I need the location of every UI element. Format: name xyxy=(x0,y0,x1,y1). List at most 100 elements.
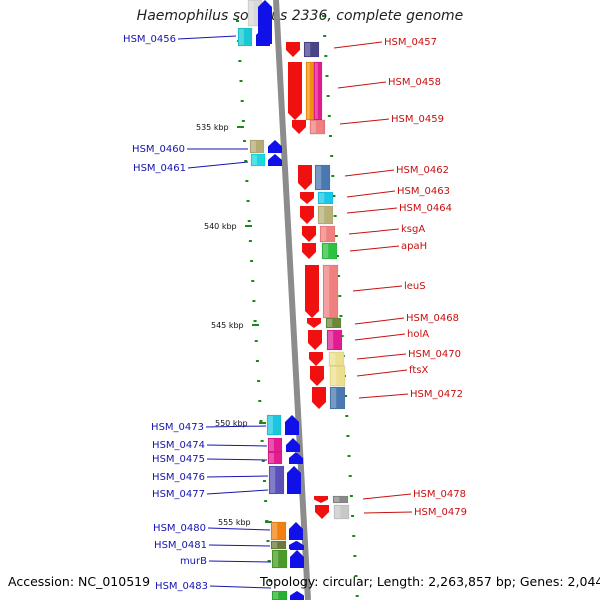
right-gene-label-leader xyxy=(346,190,396,198)
left-gene-label-leader xyxy=(187,161,249,169)
left-gene-label: HSM_0481 xyxy=(154,540,207,551)
left-ruler-tick xyxy=(250,260,254,262)
left-gene-label: HSM_0460 xyxy=(132,144,185,155)
right-gene-label-leader xyxy=(354,317,405,325)
ruler-major-tick xyxy=(252,324,259,326)
right-ruler-tick xyxy=(327,115,331,117)
right-gene-arrow xyxy=(292,120,306,134)
right-gene-arrow xyxy=(286,42,300,57)
left-ruler-tick xyxy=(268,580,272,582)
left-gene-arrow xyxy=(289,452,303,464)
left-gene-block xyxy=(267,451,283,465)
right-gene-arrow xyxy=(300,192,314,204)
right-gene-label: holA xyxy=(407,329,429,340)
left-ruler-tick xyxy=(259,420,263,422)
right-gene-label-leader xyxy=(362,493,412,500)
left-gene-label: HSM_0480 xyxy=(153,523,206,534)
right-gene-block xyxy=(319,225,336,243)
left-ruler-tick xyxy=(244,160,248,162)
right-gene-arrow xyxy=(300,206,314,224)
left-gene-label: HSM_0473 xyxy=(151,422,204,433)
left-gene-block xyxy=(237,27,253,47)
right-gene-block xyxy=(332,495,349,504)
left-ruler-tick xyxy=(240,100,244,102)
left-gene-label-leader xyxy=(208,560,272,563)
left-ruler-tick xyxy=(247,220,251,222)
left-gene-label: HSM_0456 xyxy=(123,34,176,45)
ruler-major-tick xyxy=(245,225,252,227)
left-ruler-tick xyxy=(255,360,259,362)
left-gene-block-highlight xyxy=(252,155,257,165)
left-gene-arrow xyxy=(268,140,282,153)
right-gene-block-highlight xyxy=(335,506,341,518)
left-ruler-tick xyxy=(251,280,255,282)
left-ruler-tick xyxy=(252,300,256,302)
ruler-major-tick xyxy=(265,521,272,523)
left-gene-block-highlight xyxy=(269,453,274,463)
left-ruler-tick xyxy=(257,380,261,382)
left-gene-block xyxy=(271,590,288,600)
right-gene-arrow xyxy=(288,62,302,120)
left-gene-arrow xyxy=(290,541,304,550)
left-gene-arrow xyxy=(289,522,303,540)
right-gene-label-leader xyxy=(333,41,383,49)
right-ruler-tick xyxy=(334,235,338,237)
right-gene-block xyxy=(325,317,342,329)
left-ruler-tick xyxy=(261,460,265,462)
left-ruler-tick xyxy=(254,340,258,342)
left-gene-block xyxy=(266,414,282,436)
right-gene-block xyxy=(333,504,350,520)
right-gene-label: HSM_0468 xyxy=(406,313,459,324)
left-ruler-tick xyxy=(264,500,268,502)
right-gene-label: leuS xyxy=(404,281,426,292)
right-ruler-tick xyxy=(351,515,355,517)
right-ruler-tick xyxy=(332,195,336,197)
left-gene-arrow xyxy=(285,415,299,435)
right-ruler-tick xyxy=(328,135,332,137)
left-gene-block xyxy=(270,521,287,541)
right-gene-block-highlight xyxy=(316,166,322,189)
right-ruler-tick xyxy=(345,415,349,417)
left-gene-label-leader xyxy=(207,527,271,531)
right-gene-block-highlight xyxy=(319,207,325,223)
right-gene-label-leader xyxy=(344,169,395,177)
left-ruler-tick xyxy=(260,440,264,442)
right-gene-arrow xyxy=(310,366,324,386)
right-gene-label: HSM_0462 xyxy=(396,165,449,176)
left-ruler-tick xyxy=(258,400,262,402)
right-gene-label-leader xyxy=(337,81,387,89)
right-gene-block-highlight xyxy=(311,121,316,133)
right-gene-arrow xyxy=(315,505,329,519)
right-gene-block xyxy=(329,365,346,387)
left-gene-arrow xyxy=(258,0,272,44)
right-gene-label-leader xyxy=(352,285,403,292)
right-gene-block-highlight xyxy=(327,319,333,327)
ruler-major-tick xyxy=(259,422,266,424)
left-gene-arrow xyxy=(268,154,282,166)
left-gene-arrow xyxy=(286,438,300,452)
right-gene-label: HSM_0478 xyxy=(413,489,466,500)
right-ruler-tick xyxy=(346,435,350,437)
right-ruler-tick xyxy=(349,495,353,497)
left-ruler-tick xyxy=(253,320,257,322)
right-gene-label: ftsX xyxy=(409,365,428,376)
right-gene-arrow xyxy=(298,165,312,190)
left-ruler-tick xyxy=(246,200,250,202)
right-ruler-tick xyxy=(354,575,358,577)
left-gene-label: HSM_0461 xyxy=(133,163,186,174)
right-ruler-tick xyxy=(323,35,327,37)
left-gene-block xyxy=(250,153,266,167)
left-gene-block-highlight xyxy=(269,439,274,451)
right-gene-label-leader xyxy=(339,118,390,125)
right-ruler-tick xyxy=(335,255,339,257)
ruler-label: 535 kbp xyxy=(196,123,229,132)
right-gene-block-highlight xyxy=(331,367,337,385)
right-gene-block-highlight xyxy=(319,193,325,203)
right-gene-block xyxy=(303,41,320,58)
map-title: Haemophilus somnus 2336, complete genome xyxy=(136,8,464,24)
right-gene-arrow xyxy=(308,330,322,350)
genome-summary-text: Topology: circular; Length: 2,263,857 bp… xyxy=(260,574,600,589)
right-gene-label: HSM_0459 xyxy=(391,114,444,125)
